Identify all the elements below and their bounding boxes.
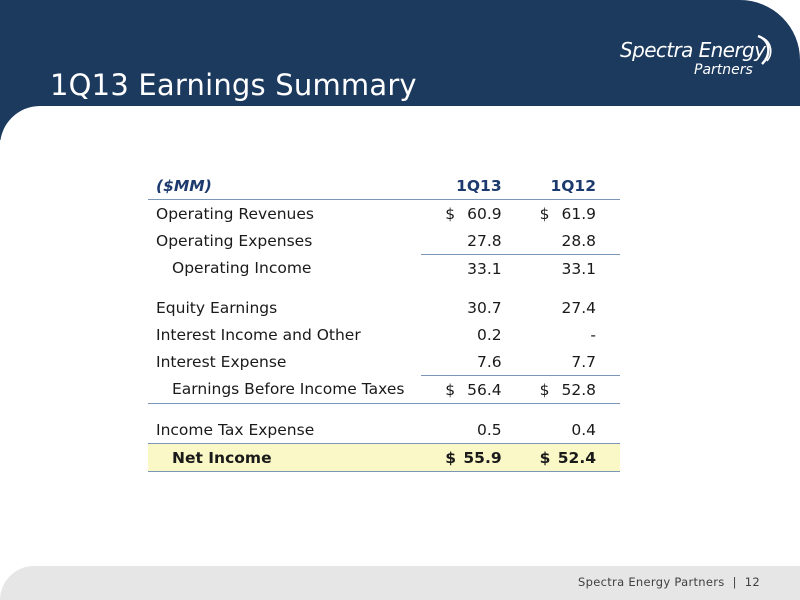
row-value-1q12: - [590, 325, 596, 344]
row-value-1q12: $52.4 [515, 443, 620, 472]
table-row-operating-expenses: Operating Expenses 27.8 28.8 [148, 227, 620, 255]
row-value-1q12: 28.8 [561, 231, 596, 250]
value: 61.9 [561, 204, 596, 223]
row-label: Interest Income and Other [156, 325, 361, 344]
value: 52.8 [561, 380, 596, 399]
table-spacer [148, 282, 620, 294]
row-value-1q13: $55.9 [421, 443, 516, 472]
page-number: 12 [744, 575, 760, 589]
currency-symbol: $ [539, 448, 551, 467]
row-value-1q12: 27.4 [561, 298, 596, 317]
currency-symbol: $ [445, 448, 457, 467]
table-row-interest-income-other: Interest Income and Other 0.2 - [148, 321, 620, 348]
currency-symbol: $ [445, 204, 456, 223]
row-label: Income Tax Expense [148, 416, 422, 444]
value: 52.4 [557, 448, 596, 467]
currency-symbol: $ [539, 380, 550, 399]
row-value-1q13: $60.9 [421, 200, 515, 228]
table-row-equity-earnings: Equity Earnings 30.7 27.4 [148, 294, 620, 321]
header-cutout [0, 106, 800, 146]
value: 60.9 [467, 204, 502, 223]
row-label: Interest Expense [156, 352, 287, 371]
currency-symbol: $ [539, 204, 550, 223]
col-header-1q13: 1Q13 [421, 172, 516, 200]
slide-title: 1Q13 Earnings Summary [50, 68, 417, 102]
table-spacer [148, 404, 620, 417]
row-value-1q12: 33.1 [515, 254, 620, 282]
row-label: Net Income [148, 443, 422, 472]
row-value-1q12: 7.7 [571, 352, 596, 371]
col-header-1q12: 1Q12 [515, 172, 620, 200]
table-row-net-income: Net Income $55.9 $52.4 [148, 443, 620, 472]
table-row-interest-expense: Interest Expense 7.6 7.7 [148, 348, 620, 376]
logo-swoosh-icon [757, 34, 772, 65]
table-row-operating-income: Operating Income 33.1 33.1 [148, 254, 620, 282]
unit-label: ($MM) [148, 172, 422, 200]
footer-company: Spectra Energy Partners [578, 575, 725, 589]
table-row-ebit: Earnings Before Income Taxes $56.4 $52.8 [148, 375, 620, 404]
row-label: Operating Revenues [156, 204, 314, 223]
footer-band [0, 566, 800, 600]
row-value-1q13: 7.6 [476, 352, 502, 371]
logo-sub-text: Partners [694, 62, 753, 78]
row-label: Equity Earnings [156, 298, 278, 317]
currency-symbol: $ [445, 380, 456, 399]
row-value-1q12: $52.8 [515, 375, 620, 404]
value: 55.9 [463, 448, 502, 467]
table-row-operating-revenues: Operating Revenues $60.9 $61.9 [148, 200, 620, 228]
footer-separator: | [732, 575, 737, 589]
table-header-row: ($MM) 1Q13 1Q12 [148, 172, 620, 200]
earnings-summary-table: ($MM) 1Q13 1Q12 Operating Revenues $60.9… [148, 172, 620, 472]
row-value-1q13: $56.4 [421, 375, 516, 404]
row-value-1q13: 30.7 [467, 298, 502, 317]
footer: Spectra Energy Partners | 12 [578, 575, 760, 589]
row-value-1q13: 0.5 [421, 416, 516, 444]
row-label: Earnings Before Income Taxes [148, 375, 422, 404]
company-logo: Spectra Energy Partners [616, 34, 776, 84]
row-value-1q13: 0.2 [476, 325, 502, 344]
row-label: Operating Income [172, 259, 312, 278]
row-value-1q12: $61.9 [516, 200, 620, 228]
row-value-1q12: 0.4 [515, 416, 620, 444]
table-row-income-tax-expense: Income Tax Expense 0.5 0.4 [148, 416, 620, 444]
value: 56.4 [467, 380, 502, 399]
row-value-1q13: 33.1 [421, 254, 516, 282]
logo-main-text: Spectra Energy [620, 38, 766, 62]
row-label: Operating Expenses [156, 231, 313, 250]
row-value-1q13: 27.8 [467, 231, 502, 250]
